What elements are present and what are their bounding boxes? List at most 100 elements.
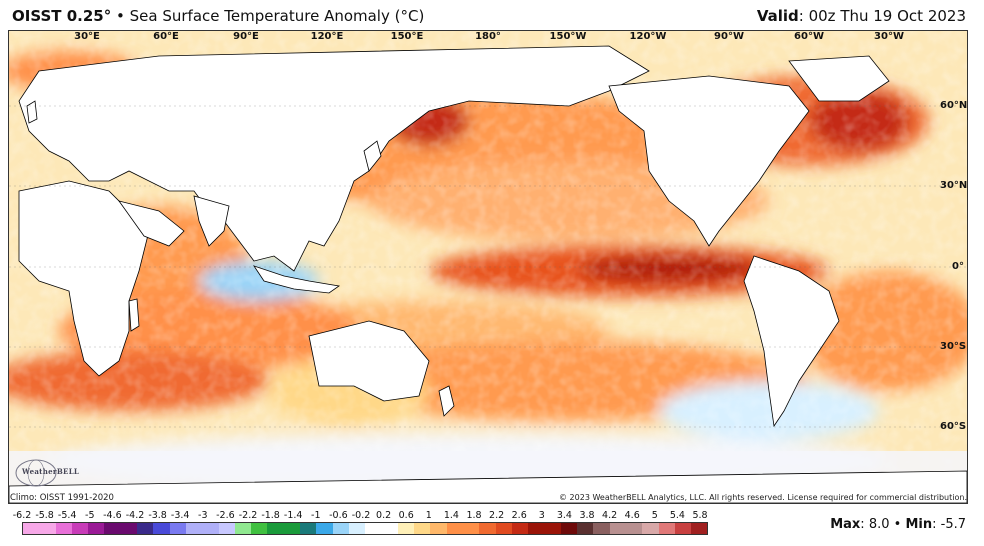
colorbar-tick-label: -3.4: [170, 510, 190, 521]
colorbar-cell: [300, 523, 317, 534]
colorbar-cell: [642, 523, 659, 534]
colorbar-cell: [365, 523, 382, 534]
copyright-note: © 2023 WeatherBELL Analytics, LLC. All r…: [559, 493, 967, 502]
colorbar-cell: [479, 523, 496, 534]
land-masses: [9, 45, 967, 503]
sst-anomaly-map: [8, 30, 968, 504]
weatherbell-logo: WeatherBELL: [14, 458, 79, 488]
colorbar-cell: [609, 523, 626, 534]
colorbar-cell: [104, 523, 121, 534]
colorbar-cell: [674, 523, 692, 534]
arabia-land: [118, 200, 185, 247]
lon-label-90w: 90°W: [714, 31, 744, 42]
map-title: OISST 0.25° • Sea Surface Temperature An…: [12, 7, 424, 25]
lon-label-90e: 90°E: [233, 31, 259, 42]
colorbar-tick-label: 3.8: [579, 510, 595, 521]
colorbar-cell: [463, 523, 480, 534]
stats-bullet: •: [893, 517, 902, 532]
colorbar-cell: [169, 523, 186, 534]
colorbar: [22, 522, 709, 535]
colorbar-tick-label: 4.6: [624, 510, 640, 521]
colorbar-tick-label: -3: [198, 510, 208, 521]
max-label: Max: [830, 517, 861, 532]
australia-land: [308, 320, 430, 402]
colorbar-tick-label: 4.2: [602, 510, 618, 521]
colorbar-cell: [251, 523, 268, 534]
colorbar-cell: [218, 523, 235, 534]
colorbar-tick-label: 3: [538, 510, 545, 521]
colorbar-cell: [137, 523, 154, 534]
colorbar-tick-label: 0.6: [398, 510, 414, 521]
colorbar-cell: [71, 523, 89, 534]
colorbar-tick-label: -4.6: [103, 510, 122, 521]
colorbar-cell: [577, 523, 594, 534]
colorbar-tick-label: -0.2: [351, 510, 371, 521]
indonesia-land: [253, 265, 341, 294]
colorbar-cell: [446, 523, 464, 534]
colorbar-cell: [88, 523, 105, 534]
title-separator: •: [116, 7, 125, 25]
lon-label-150w: 150°W: [549, 31, 587, 42]
colorbar-cell: [348, 523, 366, 534]
antarctica-land: [9, 470, 967, 503]
india-land: [193, 195, 230, 247]
colorbar-tick-label: -5.8: [35, 510, 54, 521]
colorbar-cell: [414, 523, 431, 534]
valid-label: Valid: [756, 7, 799, 25]
max-value: 8.0: [868, 517, 890, 532]
lon-label-60w: 60°W: [794, 31, 824, 42]
colorbar-tick-label: -0.6: [329, 510, 348, 521]
lat-label-0: 0°: [952, 261, 964, 272]
colorbar-tick-label: 2.6: [511, 510, 527, 521]
japan-land: [363, 140, 382, 172]
colorbar-tick-label: 5: [651, 510, 658, 521]
colorbar-tick-label: -1.8: [261, 510, 280, 521]
colorbar-tick-label: 1.8: [466, 510, 482, 521]
colorbar-tick-label: -5: [85, 510, 95, 521]
colorbar-cell: [316, 523, 333, 534]
colorbar-cell: [511, 523, 529, 534]
lon-label-180: 180°: [475, 31, 501, 42]
colorbar-tick-label: -6.2: [12, 510, 32, 521]
greenland-land: [788, 55, 890, 102]
colorbar-cell: [283, 523, 301, 534]
colorbar-cell: [267, 523, 284, 534]
min-label: Min: [905, 517, 933, 532]
colorbar-cell: [153, 523, 170, 534]
colorbar-tick-label: -1: [311, 510, 321, 521]
colorbar-labels: -6.2 -5.8 -5.4 -5 -4.6 -4.2 -3.8 -3.4 -3 -2.6 -2.2…: [10, 510, 730, 522]
colorbar-tick-label: 3.4: [556, 510, 572, 521]
valid-time: Valid: 00z Thu 19 Oct 2023: [757, 7, 966, 25]
lat-label-30s: 30°S: [940, 341, 967, 352]
colorbar-cell: [495, 523, 512, 534]
lat-label-60n: 60°N: [940, 100, 968, 111]
lon-label-120w: 120°W: [629, 31, 667, 42]
colorbar-cell: [430, 523, 447, 534]
uk-land: [26, 100, 38, 124]
climo-note: Climo: OISST 1991-2020: [10, 493, 114, 503]
colorbar-cell: [39, 523, 56, 534]
lon-label-30w: 30°W: [874, 31, 904, 42]
colorbar-cell: [560, 523, 578, 534]
colorbar-tick-label: -5.4: [57, 510, 77, 521]
colorbar-tick-label: 1: [425, 510, 432, 521]
logo-globe-icon: [15, 459, 57, 487]
colorbar-cell: [23, 523, 40, 534]
lat-label-30n: 30°N: [940, 180, 968, 191]
colorbar-tick-label: 1.4: [443, 510, 459, 521]
valid-value: : 00z Thu 19 Oct 2023: [798, 7, 966, 25]
max-min-readout: Max: 8.0 • Min: -5.7: [830, 517, 966, 532]
lon-label-60e: 60°E: [153, 31, 179, 42]
colorbar-cell: [332, 523, 349, 534]
colorbar-cell: [120, 523, 138, 534]
colorbar-cell: [381, 523, 398, 534]
new-zealand-land: [438, 385, 455, 417]
header: OISST 0.25° • Sea Surface Temperature An…: [0, 0, 984, 30]
colorbar-cell: [691, 523, 708, 534]
product-name: OISST 0.25: [12, 7, 104, 25]
map-subtitle: Sea Surface Temperature Anomaly (°C): [129, 7, 425, 25]
colorbar-tick-label: 0.2: [376, 510, 392, 521]
colorbar-tick-label: 5.8: [692, 510, 708, 521]
min-value: -5.7: [940, 517, 966, 532]
eurasia-land: [18, 45, 650, 272]
